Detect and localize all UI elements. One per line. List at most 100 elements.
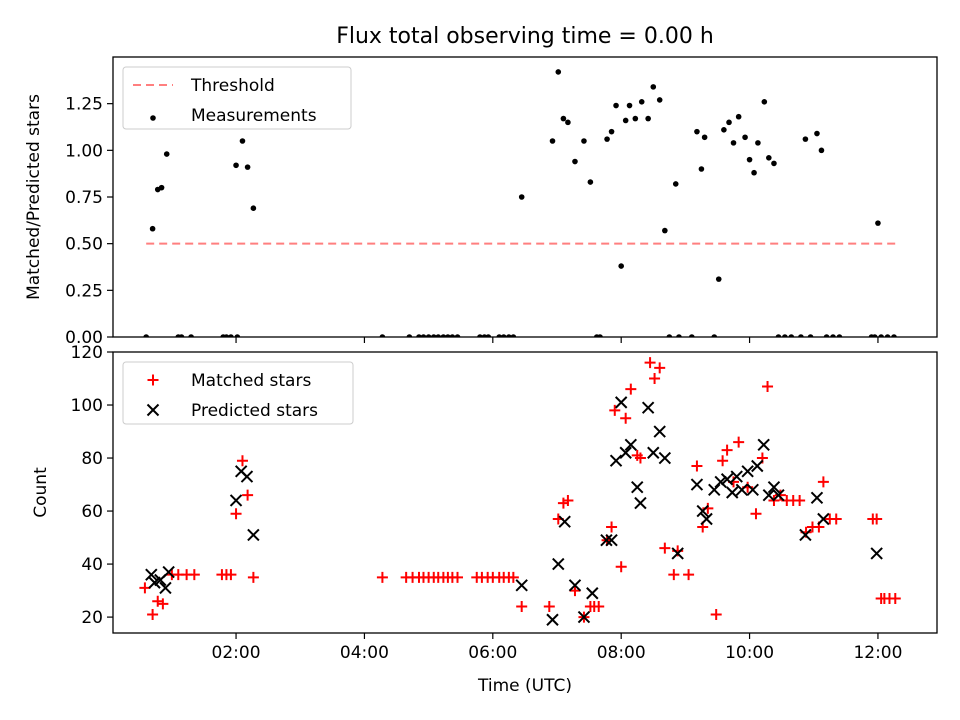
measurement-point — [244, 164, 251, 170]
measurement-point — [565, 119, 571, 126]
measurement-point — [735, 113, 742, 120]
measurement-point — [788, 334, 795, 337]
measurement-point — [250, 205, 257, 211]
y-axis-label: Count — [31, 467, 51, 518]
measurement-point — [711, 334, 718, 337]
x-tick-label: 08:00 — [597, 643, 646, 663]
measurement-point — [485, 334, 492, 337]
y-tick-label: 120 — [71, 343, 103, 363]
y-tick-label: 1.00 — [65, 141, 103, 161]
matched-point — [750, 508, 762, 520]
y-tick-label: 80 — [81, 449, 103, 469]
y-tick-label: 40 — [81, 555, 103, 575]
predicted-point — [600, 534, 613, 547]
predicted-point — [552, 557, 565, 571]
legend-predicted-swatch — [146, 403, 160, 417]
measurement-point — [425, 334, 432, 337]
matched-point — [569, 585, 581, 597]
matched-point — [830, 513, 842, 525]
predicted-point — [726, 486, 739, 499]
matched-point — [152, 595, 164, 607]
measurement-point — [440, 334, 447, 337]
measurement-point — [672, 181, 679, 187]
measurement-point — [878, 334, 884, 337]
measurement-point — [496, 334, 503, 337]
measurement-point — [477, 334, 483, 337]
legend: Matched stars Predicted stars — [122, 361, 354, 425]
measurement-point — [761, 99, 768, 105]
legend-label: Predicted stars — [191, 401, 318, 421]
measurement-point — [798, 334, 804, 337]
measurement-point — [823, 334, 830, 337]
matched-point — [452, 571, 464, 583]
measurement-point — [178, 334, 185, 337]
measurement-point — [638, 99, 645, 105]
legend-label: Measurements — [191, 106, 317, 126]
measurement-point — [688, 334, 695, 337]
predicted-point — [634, 496, 647, 510]
y-tick-label: 0.25 — [65, 281, 103, 301]
predicted-point — [714, 475, 727, 489]
matched-point — [644, 357, 656, 369]
measurement-point — [430, 334, 437, 337]
predicted-point — [624, 438, 638, 451]
y-tick-label: 1.25 — [65, 95, 103, 115]
predicted-point — [696, 504, 709, 518]
matched-point — [634, 452, 646, 464]
predicted-point — [708, 483, 721, 497]
matched-point — [871, 513, 883, 525]
predicted-point — [762, 488, 776, 502]
measurement-point — [506, 334, 512, 337]
y-tick-label: 0.50 — [65, 235, 103, 255]
predicted-point — [577, 610, 591, 624]
measurement-point — [814, 130, 820, 137]
matched-point — [717, 455, 729, 467]
measurement-point — [518, 194, 525, 200]
measurement-point — [694, 128, 700, 135]
measurement-point — [234, 334, 241, 337]
predicted-point — [162, 565, 175, 579]
x-axis-label: Time (UTC) — [477, 676, 572, 696]
measurement-point — [555, 69, 562, 75]
measurement-point — [715, 276, 722, 282]
measurement-point — [726, 119, 732, 126]
measurement-point — [656, 97, 663, 103]
measurement-point — [746, 156, 753, 163]
measurement-point — [662, 227, 668, 234]
chart-title: Flux total observing time = 0.00 h — [336, 24, 714, 49]
matched-point — [593, 600, 605, 612]
matched-point — [762, 380, 774, 392]
measurement-point — [420, 334, 427, 337]
measurement-point — [666, 334, 673, 337]
measurement-point — [766, 155, 772, 161]
legend-measurement-swatch — [150, 115, 156, 121]
measurement-point — [650, 84, 657, 90]
measurement-point — [755, 140, 761, 146]
legend-box — [122, 361, 354, 425]
predicted-point — [515, 579, 528, 592]
matched-point — [230, 508, 242, 520]
measurement-point — [608, 128, 615, 135]
predicted-point — [817, 512, 830, 526]
matched-point — [683, 569, 695, 581]
measurement-point — [698, 166, 705, 172]
measurement-point — [223, 334, 230, 337]
x-tick-label: 06:00 — [468, 643, 517, 663]
matched-point — [242, 489, 254, 501]
predicted-point — [641, 401, 655, 414]
measurement-point — [581, 138, 587, 144]
measurement-point — [884, 334, 891, 337]
matched-point — [625, 383, 637, 395]
y-tick-label: 60 — [81, 502, 103, 522]
matched-point — [543, 600, 555, 612]
measurement-point — [818, 147, 825, 154]
measurement-point — [163, 151, 170, 157]
predicted-point — [772, 488, 785, 502]
measurement-point — [560, 115, 567, 122]
measurement-point — [701, 134, 708, 141]
legend-box — [122, 66, 352, 130]
measurement-point — [771, 160, 777, 167]
measurement-point — [807, 334, 814, 337]
top-panel: 0.00 0.25 0.50 0.75 1.00 1.25 Matched/Predicte… — [24, 56, 938, 348]
